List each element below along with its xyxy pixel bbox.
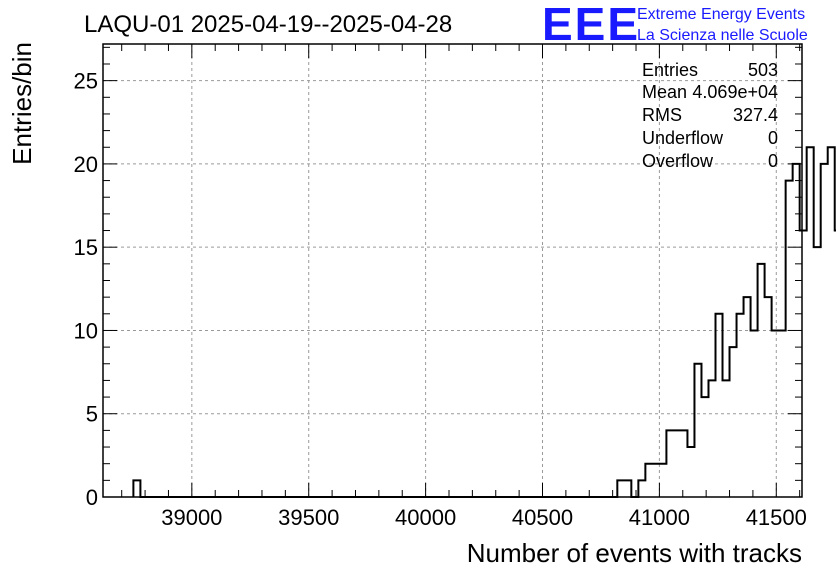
plot-border xyxy=(102,43,803,498)
y-tick-label: 15 xyxy=(74,235,98,260)
stats-entries-value: 503 xyxy=(748,60,778,80)
histogram-bin xyxy=(694,364,701,497)
histogram-bin xyxy=(758,264,765,497)
histogram-bin xyxy=(730,347,737,497)
stats-underflow-value: 0 xyxy=(768,128,778,148)
x-axis-ticks: 39000 39500 40000 40500 41000 41500 xyxy=(121,44,807,530)
grid-lines xyxy=(103,44,802,497)
stats-overflow-value: 0 xyxy=(768,151,778,171)
y-tick-label: 10 xyxy=(74,318,98,343)
histogram-bin xyxy=(659,464,666,497)
histogram-bin xyxy=(680,430,687,497)
stats-rms-label: RMS xyxy=(642,105,682,125)
x-tick-label: 39500 xyxy=(278,505,339,530)
histogram-bin xyxy=(744,297,751,497)
x-tick-label: 40000 xyxy=(395,505,456,530)
stats-rms-value: 327.4 xyxy=(733,105,778,125)
stats-mean-value: 4.069e+04 xyxy=(692,82,778,102)
plot-frame xyxy=(102,43,803,498)
stats-entries-label: Entries xyxy=(642,60,698,80)
histogram-bin xyxy=(666,430,673,497)
histogram-bin xyxy=(786,181,793,497)
x-axis-title: Number of events with tracks xyxy=(467,538,802,568)
histogram-bin xyxy=(638,480,645,497)
eee-logo: EEE Extreme Energy Events La Scienza nel… xyxy=(542,0,808,50)
eee-logo-line1: Extreme Energy Events xyxy=(637,6,805,23)
stats-box: Entries 503 Mean 4.069e+04 RMS 327.4 Und… xyxy=(642,60,778,171)
x-tick-label: 41500 xyxy=(746,505,807,530)
x-tick-label: 41000 xyxy=(629,505,690,530)
histogram-bin xyxy=(645,464,652,497)
histogram-bin xyxy=(814,247,821,497)
histogram-bin xyxy=(828,147,835,497)
y-axis-ticks: 0 5 10 15 20 25 xyxy=(74,46,802,510)
y-tick-label: 5 xyxy=(86,402,98,427)
y-tick-label: 0 xyxy=(86,485,98,510)
histogram-bin xyxy=(765,297,772,497)
histogram-bin xyxy=(133,480,140,497)
stats-mean-label: Mean xyxy=(642,82,687,102)
histogram-bin xyxy=(716,314,723,497)
histogram-bin xyxy=(723,380,730,497)
histogram-series xyxy=(132,146,836,498)
histogram-outline xyxy=(132,146,836,498)
histogram-bin xyxy=(673,430,680,497)
histogram-bin xyxy=(807,147,814,497)
histogram-bin xyxy=(652,464,659,497)
stats-underflow-label: Underflow xyxy=(642,128,724,148)
histogram-bin xyxy=(821,164,828,497)
histogram-bin xyxy=(737,314,744,497)
y-axis-title: Entries/bin xyxy=(7,42,37,165)
histogram-bin xyxy=(708,380,715,497)
histogram-bin xyxy=(687,447,694,497)
eee-logo-line2: La Scienza nelle Scuole xyxy=(637,27,808,44)
eee-logo-mark: EEE xyxy=(542,0,640,50)
histogram-bin xyxy=(617,480,624,497)
stats-overflow-label: Overflow xyxy=(642,151,714,171)
chart-title: LAQU-01 2025-04-19--2025-04-28 xyxy=(84,11,452,38)
histogram-bin xyxy=(624,480,631,497)
histogram-bin xyxy=(701,397,708,497)
y-tick-label: 25 xyxy=(74,69,98,94)
x-tick-label: 39000 xyxy=(161,505,222,530)
y-tick-label: 20 xyxy=(74,152,98,177)
x-tick-label: 40500 xyxy=(512,505,573,530)
